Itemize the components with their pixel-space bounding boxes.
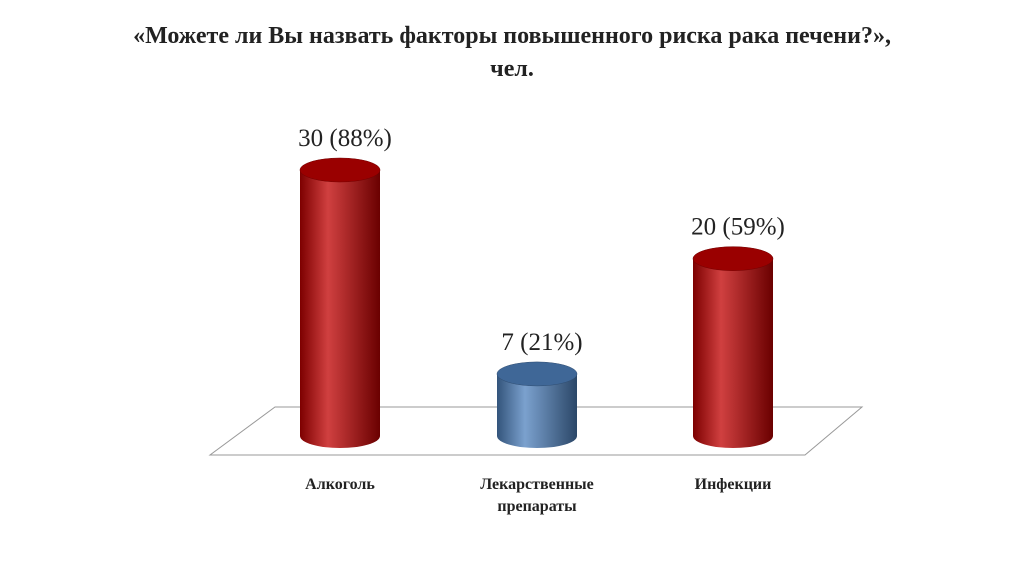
x-tick-label: Инфекции [694,476,772,493]
x-tick-label: Лекарственные препараты [480,476,594,515]
bar [693,258,773,448]
bar-top [692,246,774,271]
value-label: 7 (21%) [501,329,582,356]
chart-title: «Можете ли Вы назвать факторы повышенног… [133,23,891,82]
value-label: 20 (59%) [691,214,785,241]
value-label: 30 (88%) [298,125,392,152]
x-tick-label: Алкоголь [305,476,375,493]
bar-top [496,361,578,387]
bar [497,373,577,448]
bar [300,170,380,448]
bar-top [299,157,381,183]
